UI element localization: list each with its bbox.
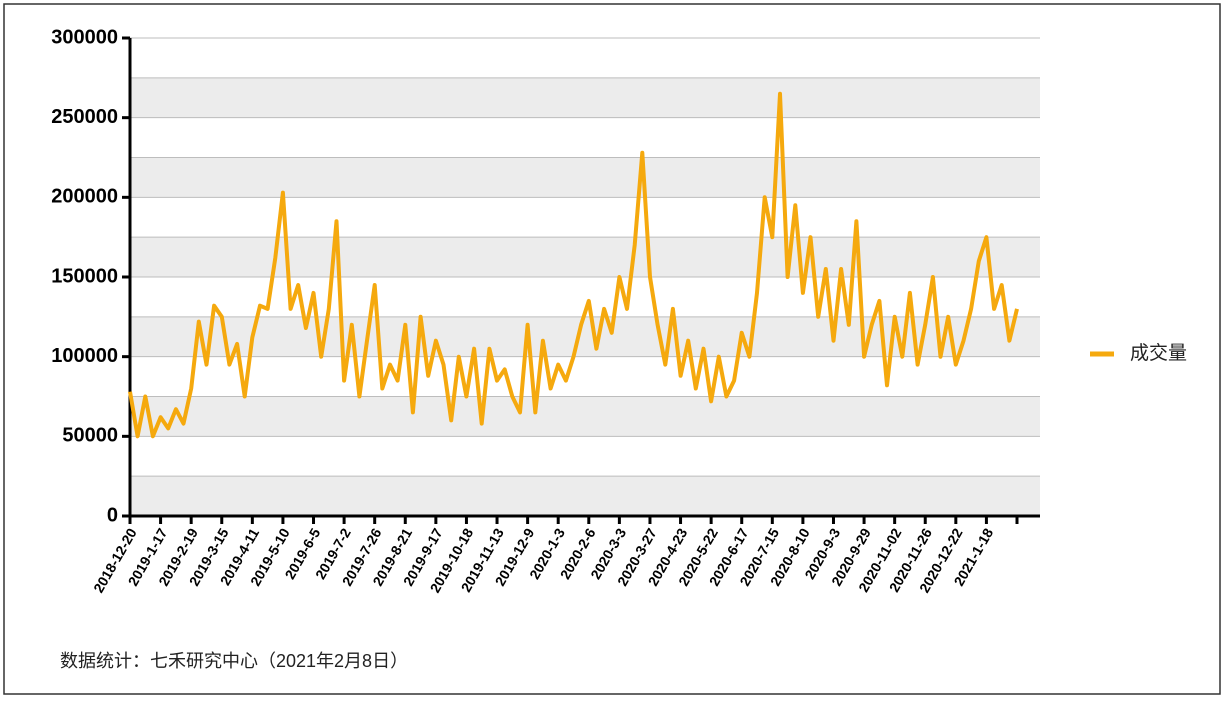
grid-band <box>130 237 1040 277</box>
legend-label: 成交量 <box>1130 342 1187 364</box>
data-line <box>128 91 1019 439</box>
grid-band <box>130 476 1040 516</box>
y-tick-label: 50000 <box>62 425 118 447</box>
grid-band <box>130 157 1040 198</box>
y-tick-label: 250000 <box>51 106 118 128</box>
grid-band <box>130 396 1040 437</box>
y-tick-label: 100000 <box>51 345 118 367</box>
y-tick-label: 200000 <box>51 186 118 208</box>
y-tick-label: 0 <box>107 504 118 526</box>
grid-band <box>130 77 1040 118</box>
y-tick-label: 300000 <box>51 26 118 48</box>
footnote: 数据统计：七禾研究中心（2021年2月8日） <box>60 651 408 671</box>
grid-band <box>130 316 1040 357</box>
y-tick-label: 150000 <box>51 265 118 287</box>
